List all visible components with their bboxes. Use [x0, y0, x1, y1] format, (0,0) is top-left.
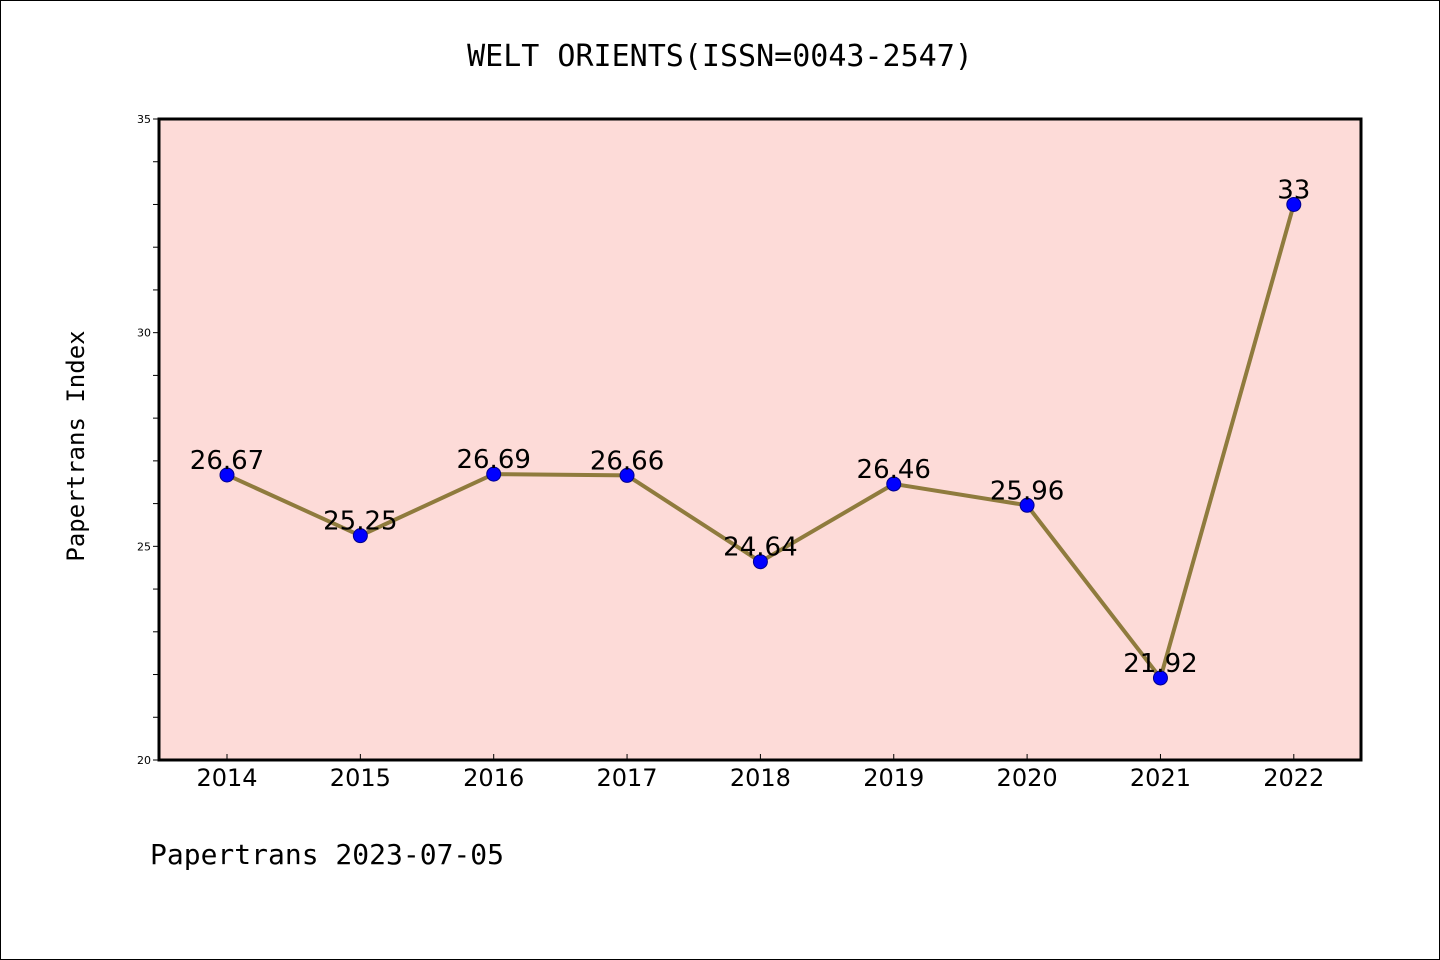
data-label: 25.96 [990, 476, 1064, 506]
y-axis: 20 25 30 35 [137, 113, 159, 767]
data-point [1019, 497, 1035, 513]
y-tick-label: 25 [137, 540, 151, 553]
chart-title: WELT ORIENTS(ISSN=0043-2547) [467, 39, 973, 74]
x-tick-label: 2022 [1263, 764, 1324, 792]
data-label: 26.66 [590, 446, 664, 476]
data-label-layer: 26.67 25.25 26.69 26.66 24.64 26.46 25.96 21.92… [190, 175, 1311, 678]
y-tick-label: 20 [137, 754, 151, 767]
series-layer [219, 196, 1302, 686]
data-label: 26.46 [857, 455, 931, 485]
data-point [352, 528, 368, 544]
x-axis: 2014 2015 2016 2017 2018 2019 2020 2021 2022 [196, 754, 1324, 792]
data-point [1286, 196, 1302, 212]
data-point [752, 554, 768, 570]
x-tick-label: 2019 [863, 764, 924, 792]
y-tick-label: 30 [137, 327, 151, 340]
footer-text: Papertrans 2023-07-05 [150, 838, 504, 871]
data-label: 33 [1277, 175, 1310, 205]
data-point [219, 467, 235, 483]
x-tick-label: 2020 [997, 764, 1058, 792]
data-point [886, 476, 902, 492]
x-tick-label: 2021 [1130, 764, 1191, 792]
data-label: 24.64 [723, 533, 797, 563]
x-tick-label: 2016 [463, 764, 524, 792]
data-label: 26.67 [190, 446, 264, 476]
data-label: 26.69 [456, 445, 530, 475]
data-point [486, 466, 502, 482]
data-point [619, 467, 635, 483]
x-tick-label: 2018 [730, 764, 791, 792]
x-tick-label: 2015 [330, 764, 391, 792]
x-tick-label: 2014 [196, 764, 257, 792]
y-tick-label: 35 [137, 113, 151, 126]
plot-area [159, 119, 1361, 760]
x-tick-label: 2017 [597, 764, 658, 792]
y-axis-label: Papertrans Index [62, 330, 90, 561]
plot-border [157, 117, 1363, 762]
data-point [1152, 670, 1168, 686]
data-label: 21.92 [1123, 649, 1197, 679]
data-label: 25.25 [323, 507, 397, 537]
